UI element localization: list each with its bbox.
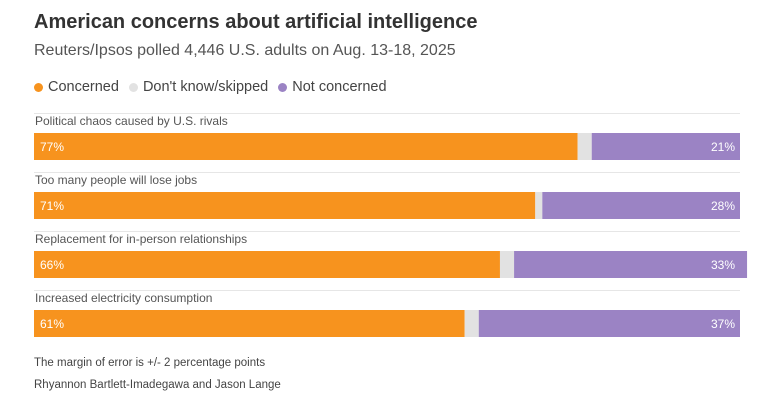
- bar-not-concerned-3: [514, 251, 748, 278]
- bar-concerned-2: [34, 192, 536, 219]
- footnote: The margin of error is +/- 2 percentage …: [34, 357, 266, 369]
- bar-don-t-know-skipped-4: [464, 310, 479, 337]
- chart-title: American concerns about artificial intel…: [34, 11, 478, 33]
- bar-concerned-3: [34, 251, 500, 278]
- category-label-4: Increased electricity consumption: [35, 291, 212, 305]
- legend-item-not-concerned: Not concerned: [278, 79, 387, 95]
- bar-not-concerned-2: [542, 192, 740, 219]
- category-label-2: Too many people will lose jobs: [35, 173, 197, 187]
- bar-concerned-4: [34, 310, 465, 337]
- value-label-not-concerned-1: 21%: [711, 140, 735, 154]
- legend: Concerned Don't know/skipped Not concern…: [34, 79, 387, 95]
- bar-don-t-know-skipped-1: [577, 133, 592, 160]
- bar-concerned-1: [34, 133, 578, 160]
- value-label-concerned-4: 61%: [40, 317, 64, 331]
- bar-don-t-know-skipped-3: [499, 251, 515, 278]
- legend-swatch-not-concerned: [278, 82, 288, 92]
- legend-label-dont-know: Don't know/skipped: [142, 79, 269, 95]
- value-label-concerned-3: 66%: [40, 258, 64, 272]
- category-label-1: Political chaos caused by U.S. rivals: [35, 114, 228, 128]
- legend-swatch-dont-know: [128, 82, 138, 92]
- category-label-3: Replacement for in-person relationships: [35, 232, 247, 246]
- value-label-not-concerned-4: 37%: [711, 317, 735, 331]
- legend-item-concerned: Concerned: [34, 79, 119, 95]
- value-label-not-concerned-3: 33%: [711, 258, 735, 272]
- credit: Rhyannon Bartlett-Imadegawa and Jason La…: [34, 379, 281, 391]
- value-label-concerned-2: 71%: [40, 199, 64, 213]
- value-label-not-concerned-2: 28%: [711, 199, 735, 213]
- legend-item-dont-know: Don't know/skipped: [128, 79, 269, 95]
- value-label-concerned-1: 77%: [40, 140, 64, 154]
- legend-label-concerned: Concerned: [48, 79, 119, 95]
- chart-subtitle: Reuters/Ipsos polled 4,446 U.S. adults o…: [34, 42, 456, 59]
- bar-not-concerned-1: [591, 133, 740, 160]
- bar-not-concerned-4: [478, 310, 740, 337]
- legend-label-not-concerned: Not concerned: [292, 79, 387, 95]
- legend-swatch-concerned: [34, 82, 43, 92]
- bar-don-t-know-skipped-2: [535, 192, 543, 219]
